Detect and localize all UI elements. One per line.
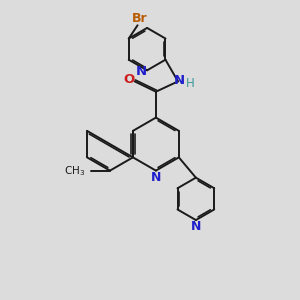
Text: CH$_3$: CH$_3$ (64, 164, 85, 178)
Text: N: N (174, 74, 185, 87)
Text: O: O (124, 74, 135, 86)
Text: N: N (151, 171, 162, 184)
Text: N: N (136, 65, 147, 78)
Text: H: H (185, 77, 194, 90)
Text: Br: Br (132, 12, 148, 25)
Text: N: N (191, 220, 201, 233)
